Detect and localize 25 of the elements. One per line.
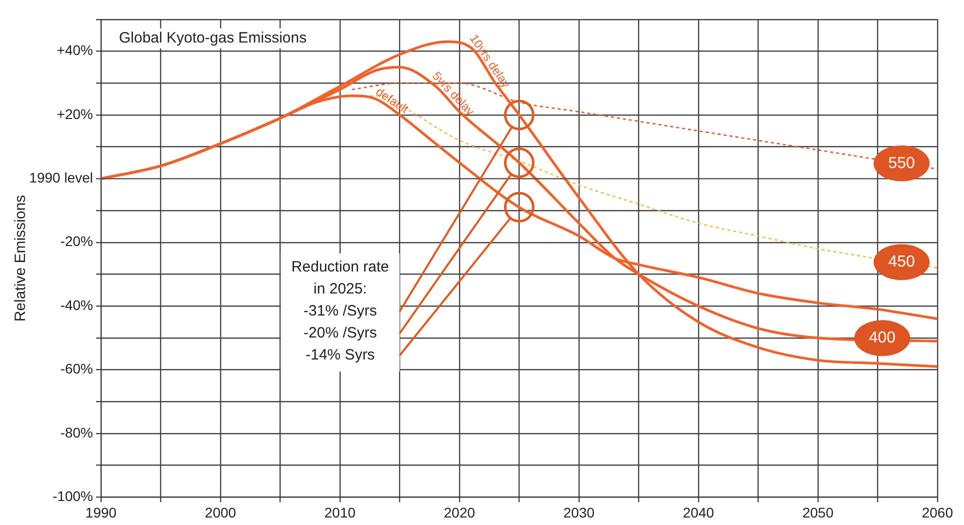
x-tick-label: 1990 bbox=[85, 504, 117, 520]
y-tick-label: -20% bbox=[60, 233, 93, 250]
x-tick-label: 2020 bbox=[444, 504, 476, 520]
text: Global Kyoto-gas Emissions bbox=[119, 30, 307, 47]
annotation: Reduction rate in 2025: bbox=[291, 258, 389, 298]
ref-line-label: 1990 level bbox=[29, 170, 93, 186]
annotation: 400 bbox=[868, 330, 896, 347]
annotation: -31% /Syrs bbox=[304, 302, 377, 320]
y-tick-label: -40% bbox=[60, 296, 93, 313]
x-tick-label: 2040 bbox=[682, 504, 714, 520]
y-tick-label: +40% bbox=[56, 42, 93, 58]
x-tick-label: 2060 bbox=[922, 504, 954, 520]
y-axis-title: Relative Emissions bbox=[12, 194, 30, 322]
y-tick-label: +20% bbox=[56, 106, 93, 122]
y-tick-label: -60% bbox=[60, 360, 93, 377]
x-tick-label: 2010 bbox=[324, 504, 356, 520]
y-tick-label: -100% bbox=[52, 488, 93, 504]
x-tick-label: 2000 bbox=[204, 504, 236, 520]
y-tick-label: -80% bbox=[60, 424, 93, 440]
x-tick-label: 2050 bbox=[802, 504, 834, 520]
annotation: -20% /Syrs bbox=[304, 324, 377, 342]
x-tick-label: 2030 bbox=[563, 504, 595, 520]
series-label: 550 bbox=[888, 154, 916, 172]
annotation: -14% Syrs bbox=[306, 346, 375, 364]
series-label: 450 bbox=[888, 254, 916, 271]
